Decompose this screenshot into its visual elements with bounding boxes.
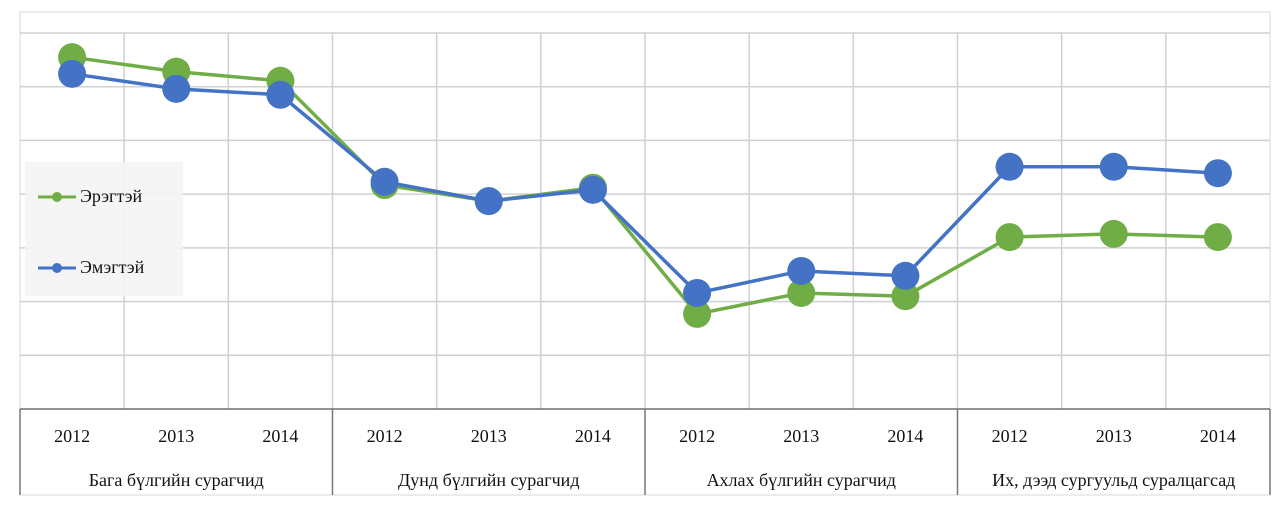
legend-marker xyxy=(52,263,62,273)
group-label: Бага бүлгийн сурагчид xyxy=(89,470,264,490)
x-tick-label: 2012 xyxy=(54,426,90,446)
point xyxy=(891,282,920,311)
point xyxy=(1203,159,1232,188)
group-label: Дунд бүлгийн сурагчид xyxy=(398,470,579,490)
point xyxy=(683,299,712,328)
legend-label: Эмэгтэй xyxy=(80,257,145,277)
point xyxy=(578,175,607,204)
point xyxy=(787,278,816,307)
point xyxy=(995,223,1024,252)
point xyxy=(787,256,816,285)
x-tick-label: 2013 xyxy=(1096,426,1132,446)
point xyxy=(1099,219,1128,248)
point xyxy=(58,59,87,88)
point xyxy=(1203,223,1232,252)
x-tick-label: 2014 xyxy=(262,426,298,446)
point xyxy=(1099,152,1128,181)
legend-marker xyxy=(52,192,62,202)
point xyxy=(683,278,712,307)
x-tick-label: 2014 xyxy=(1200,426,1236,446)
series-line xyxy=(71,72,1219,295)
x-tick-label: 2012 xyxy=(992,426,1028,446)
series-line xyxy=(71,55,1218,316)
legend-label: Эрэгтэй xyxy=(80,186,142,206)
x-tick-label: 2013 xyxy=(783,426,819,446)
point xyxy=(370,167,399,196)
legend-box xyxy=(25,162,183,296)
x-tick-label: 2012 xyxy=(679,426,715,446)
point xyxy=(995,152,1024,181)
group-label: Их, дээд сургуульд суралцагсад xyxy=(992,470,1235,490)
point xyxy=(891,261,920,290)
x-tick-label: 2012 xyxy=(367,426,403,446)
group-label: Ахлах бүлгийн сурагчид xyxy=(707,470,896,490)
x-tick-label: 2014 xyxy=(887,426,923,446)
point xyxy=(266,80,295,109)
point xyxy=(162,74,191,103)
x-tick-label: 2013 xyxy=(158,426,194,446)
x-tick-label: 2013 xyxy=(471,426,507,446)
x-tick-label: 2014 xyxy=(575,426,611,446)
point xyxy=(474,187,503,216)
